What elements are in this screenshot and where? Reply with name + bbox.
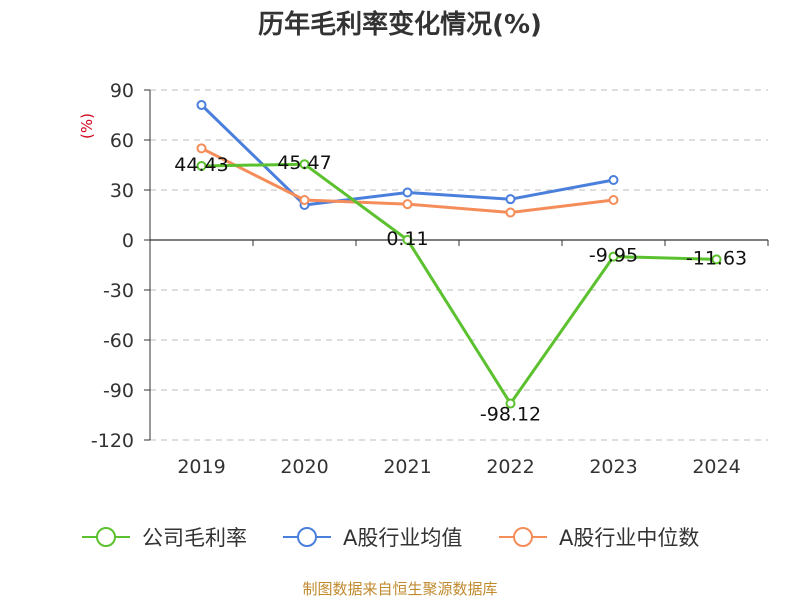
legend-label: A股行业均值 <box>343 526 462 550</box>
data-point-2 <box>196 143 207 154</box>
legend-swatch-marker <box>297 527 317 547</box>
data-point-0 <box>196 160 207 171</box>
x-tick-label: 2023 <box>589 456 637 478</box>
data-point-0 <box>402 234 413 245</box>
data-label: -9.95 <box>589 245 638 267</box>
data-point-2 <box>299 195 310 205</box>
data-point-0 <box>299 159 310 170</box>
y-tick-label: -30 <box>103 280 134 302</box>
data-point-2 <box>608 195 619 205</box>
legend-label: 公司毛利率 <box>142 526 247 550</box>
data-point-1 <box>505 194 516 205</box>
y-tick-label: 30 <box>110 180 134 202</box>
legend-item[interactable]: A股行业均值 <box>283 526 462 550</box>
data-label: 45.47 <box>277 152 331 174</box>
y-tick-label: -60 <box>103 330 134 352</box>
data-labels: 44.43 45.47 0.11 -98.12 -9.95 -11.63 <box>174 152 747 425</box>
data-point-0 <box>505 398 516 409</box>
data-point-1 <box>402 187 413 198</box>
data-label: -11.63 <box>686 247 747 269</box>
data-point-2 <box>505 207 516 218</box>
data-label: -98.12 <box>480 404 541 426</box>
series-line-0 <box>201 162 717 406</box>
y-tick-label: 90 <box>110 80 134 102</box>
source-note: 制图数据来自恒生聚源数据库 <box>302 580 497 598</box>
legend-item[interactable]: A股行业中位数 <box>499 526 699 550</box>
x-tick-label: 2022 <box>486 456 534 478</box>
y-tick-label: 60 <box>110 130 134 152</box>
series-group <box>196 100 722 409</box>
legend-swatch-marker <box>96 527 116 547</box>
x-tick-label: 2021 <box>383 456 431 478</box>
data-point-1 <box>196 100 207 110</box>
chart-title: 历年毛利率变化情况(%) <box>258 9 542 40</box>
data-label: 44.43 <box>174 154 228 176</box>
data-point-2 <box>402 199 413 210</box>
y-tick-label: 0 <box>122 230 134 252</box>
y-tick-label: -90 <box>103 380 134 402</box>
data-point-0 <box>711 254 722 265</box>
data-label: 0.11 <box>386 228 428 250</box>
data-point-1 <box>608 175 619 185</box>
axes: 90 60 30 0 -30 -60 -90 -120 2019 2020 2021 2022 2023… <box>91 80 769 478</box>
x-tick-label: 2020 <box>280 456 328 478</box>
legend-label: A股行业中位数 <box>559 526 699 550</box>
x-tick-label: 2019 <box>177 456 225 478</box>
legend-swatch-marker <box>513 527 533 547</box>
data-point-0 <box>608 251 619 262</box>
y-axis-label: (%) <box>78 113 96 139</box>
legend-item[interactable]: 公司毛利率 <box>82 526 247 550</box>
legend[interactable]: 公司毛利率 A股行业均值 A股行业中位数 <box>82 526 699 550</box>
y-tick-label: -120 <box>91 430 134 452</box>
x-tick-label: 2024 <box>692 456 740 478</box>
grid-lines <box>150 89 768 441</box>
